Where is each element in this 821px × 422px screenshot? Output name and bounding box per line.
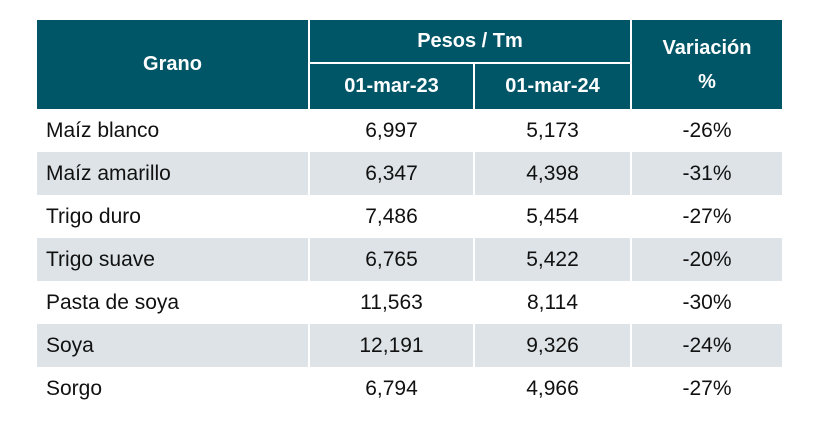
variation-cell: -24% [631, 324, 783, 367]
grain-name-cell: Pasta de soya [37, 281, 310, 324]
grain-name-cell: Sorgo [37, 367, 310, 410]
table-row: Sorgo 6,794 4,966 -27% [37, 367, 782, 410]
table-row: Soya 12,191 9,326 -24% [37, 324, 783, 367]
header-date-2023: 01-mar-23 [309, 63, 475, 109]
grain-name-cell: Maíz blanco [37, 109, 310, 152]
header-date-2024: 01-mar-24 [474, 63, 633, 109]
price-2023-cell: 6,765 [309, 238, 475, 281]
table-body: Maíz blanco 6,997 5,173 -26% Maíz amarillo 6,… [37, 109, 783, 410]
header-grain: Grano [37, 20, 310, 109]
table-row: Trigo duro 7,486 5,454 -27% [37, 195, 782, 238]
price-2024-cell: 4,398 [474, 152, 633, 195]
price-2024-cell: 5,422 [474, 238, 633, 281]
price-2023-cell: 7,486 [309, 195, 475, 238]
table-row: Maíz amarillo 6,347 4,398 -31% [37, 152, 783, 195]
price-2023-cell: 12,191 [309, 324, 475, 367]
price-2024-cell: 8,114 [474, 281, 633, 324]
grain-name-cell: Maíz amarillo [37, 152, 310, 195]
price-2023-cell: 11,563 [309, 281, 475, 324]
table-row: Maíz blanco 6,997 5,173 -26% [37, 109, 782, 152]
header-variation: Variación % [631, 20, 783, 109]
grain-name-cell: Soya [37, 324, 310, 367]
price-2024-cell: 5,454 [474, 195, 633, 238]
price-2023-cell: 6,997 [309, 109, 475, 152]
variation-cell: -30% [682, 290, 732, 314]
variation-cell: -31% [631, 152, 783, 195]
grain-name-cell: Trigo duro [37, 195, 310, 238]
table-header: Grano Pesos / Tm Variación % 01-mar-23 0… [37, 20, 783, 109]
variation-cell: -27% [682, 204, 732, 228]
price-2023-cell: 6,794 [309, 367, 475, 410]
grain-price-table: Grano Pesos / Tm Variación % 01-mar-23 0… [37, 20, 783, 410]
grain-name-cell: Trigo suave [37, 238, 310, 281]
header-variation-label: Variación % [662, 36, 752, 93]
price-2024-cell: 9,326 [474, 324, 633, 367]
variation-cell: -27% [682, 376, 732, 400]
price-2023-cell: 6,347 [309, 152, 475, 195]
table-row: Pasta de soya 11,563 8,114 -30% [37, 281, 782, 324]
variation-cell: -26% [682, 118, 732, 142]
table-row: Trigo suave 6,765 5,422 -20% [37, 238, 783, 281]
price-2024-cell: 5,173 [474, 109, 633, 152]
variation-cell: -20% [631, 238, 783, 281]
header-price-group: Pesos / Tm [309, 20, 633, 64]
price-2024-cell: 4,966 [474, 367, 633, 410]
